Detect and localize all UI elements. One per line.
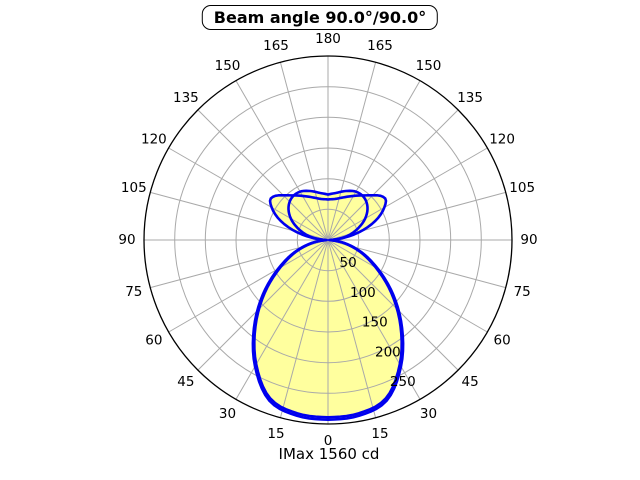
radial-tick-label: 200 — [375, 345, 401, 361]
angle-label: 165 — [263, 38, 289, 54]
angle-label: 45 — [462, 374, 479, 390]
radial-tick-label: 250 — [390, 374, 416, 390]
angle-label: 45 — [177, 374, 194, 390]
angle-label: 60 — [145, 333, 162, 349]
angle-label: 135 — [173, 90, 199, 106]
angle-labels: 0 15 15 30 30 45 45 60 60 75 75 90 90 105 105 120 120 135… — [118, 31, 537, 449]
angle-label: 120 — [489, 132, 515, 148]
radial-tick-label: 100 — [350, 285, 376, 301]
angle-label: 15 — [267, 426, 284, 442]
angle-label: 90 — [118, 232, 135, 248]
angle-label: 0 — [324, 433, 333, 449]
angle-label: 135 — [457, 90, 483, 106]
angle-label: 180 — [315, 31, 341, 47]
angle-label: 105 — [509, 180, 535, 196]
radial-tick-label: 50 — [340, 255, 357, 271]
angle-label: 30 — [420, 406, 437, 422]
angle-label: 150 — [215, 58, 241, 74]
angle-label: 150 — [416, 58, 442, 74]
angle-label: 15 — [371, 426, 388, 442]
angle-label: 120 — [141, 132, 167, 148]
radial-tick-label: 150 — [362, 315, 388, 331]
beam-curve-1 — [253, 189, 403, 419]
angle-label: 60 — [494, 333, 511, 349]
angle-label: 75 — [125, 284, 142, 300]
angle-label: 90 — [520, 232, 537, 248]
outer-circle — [143, 55, 513, 425]
angle-label: 165 — [367, 38, 393, 54]
angle-label: 75 — [514, 284, 531, 300]
radial-tick-labels: 50 100 150 200 250 — [340, 255, 416, 390]
beam-curve-0 — [251, 194, 405, 422]
chart-title: Beam angle 90.0°/90.0° — [201, 5, 439, 30]
imax-label: IMax 1560 cd — [278, 445, 380, 463]
angle-label: 30 — [219, 406, 236, 422]
angle-label: 105 — [121, 180, 147, 196]
beam-curves — [251, 189, 405, 422]
polar-grid — [143, 55, 513, 425]
